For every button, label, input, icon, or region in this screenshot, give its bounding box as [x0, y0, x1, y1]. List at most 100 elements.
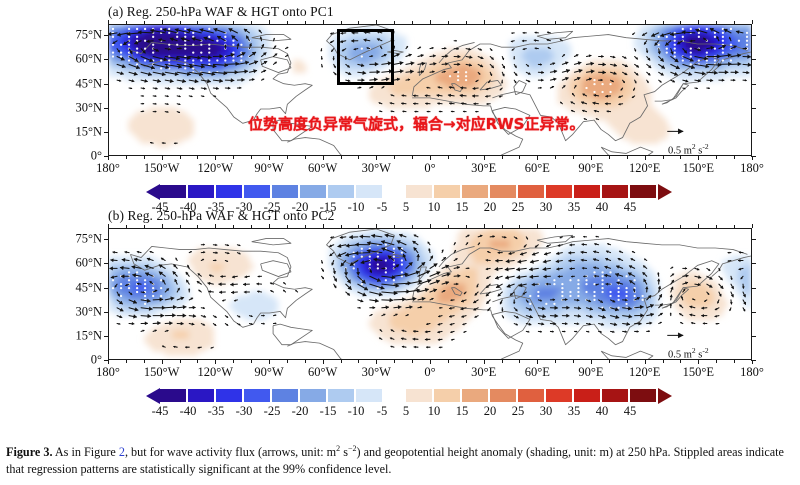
colorbar-a-cell-11 — [490, 185, 516, 198]
panel-a-xtick-top-8 — [537, 20, 539, 24]
panel-b-xtick-minor — [233, 225, 235, 228]
colorbar-b-cell-12 — [518, 389, 544, 402]
panel-a-xtick-minor — [662, 156, 664, 159]
panel-b-xtick-12 — [752, 360, 753, 364]
panel-b-xtick-minor — [555, 360, 557, 363]
panel-b-xtick-7 — [483, 360, 485, 364]
colorbar-b-cell-16 — [630, 389, 656, 402]
colorbar-a-tick-12: 20 — [483, 200, 497, 214]
panel-b-xtick-8 — [537, 360, 539, 364]
colorbar-a-tick-5: -20 — [291, 200, 309, 214]
panel-b-xtick-minor — [465, 360, 467, 363]
panel-a-xlabel-7: 30°E — [471, 161, 497, 175]
panel-b-xlabel-6: 0° — [424, 365, 436, 379]
panel-b-xtick-minor — [608, 360, 610, 363]
panel-a-xtick-12 — [752, 156, 753, 160]
caption-figure-2-link[interactable]: 2 — [118, 445, 125, 460]
panel-b-xtick-minor — [125, 360, 127, 363]
panel-b-xtick-top-6 — [430, 224, 431, 228]
panel-a-xtick-top-1 — [161, 20, 163, 24]
panel-b-xlabel-10: 120°E — [628, 365, 661, 379]
panel-b-ytick-right — [751, 335, 756, 337]
panel-a-xtick-10 — [644, 156, 646, 160]
caption-text-1: As in Figure — [52, 445, 119, 460]
colorbar-b-cell-8 — [406, 389, 432, 402]
panel-b-xtick-minor — [143, 360, 145, 363]
panel-a-xtick-minor — [358, 156, 360, 159]
panel-a-xtick-top-10 — [644, 20, 646, 24]
colorbar-a-cell-8 — [406, 185, 432, 198]
panel-a-xlabel-3: 90°W — [254, 161, 284, 175]
colorbar-b-cell-7 — [356, 389, 382, 402]
panel-b-xtick-top-0 — [108, 224, 109, 228]
panel-b-xtick-minor — [233, 360, 235, 363]
colorbar-b-tick-7: -10 — [347, 404, 365, 418]
panel-a-xtick-minor — [304, 21, 306, 24]
colorbar-a-cell-2 — [216, 185, 242, 198]
colorbar-b-gap — [384, 389, 406, 402]
panel-a-ytick-4 — [104, 59, 109, 61]
panel-a-xtick-top-4 — [322, 20, 324, 24]
panel-a-xtick-top-3 — [269, 20, 270, 24]
panel-b-xtick-minor — [573, 225, 575, 228]
colorbar-a-cell-5 — [300, 185, 326, 198]
colorbar-a-cell-9 — [434, 185, 460, 198]
panel-b-ytick-right — [751, 239, 756, 241]
panel-a-xtick-minor — [716, 156, 718, 159]
panel-a-xtick-minor — [519, 156, 521, 159]
panel-a-xtick-minor — [251, 156, 253, 159]
colorbar-a-cell-13 — [546, 185, 572, 198]
panel-a-xlabel-8: 60°E — [524, 161, 550, 175]
colorbar-b-tick-2: -35 — [207, 404, 225, 418]
panel-b-xtick-minor — [501, 360, 503, 363]
colorbar-b-cell-11 — [490, 389, 516, 402]
panel-b-ytick-4 — [104, 263, 109, 265]
colorbar-b-cell-15 — [602, 389, 628, 402]
panel-a-xtick-minor — [680, 21, 682, 24]
panel-a-xtick-minor — [662, 21, 664, 24]
panel-b-xtick-minor — [197, 225, 199, 228]
caption-sup-1: 2 — [336, 444, 341, 453]
colorbar-a-tick-0: -45 — [151, 200, 169, 214]
panel-a-xlabel-0: 180° — [96, 161, 120, 175]
panel-a-ytick-right — [751, 35, 756, 37]
panel-a-xlabel-10: 120°E — [628, 161, 661, 175]
colorbar-b-cell-2 — [216, 389, 242, 402]
panel-b-xlabel-9: 90°E — [578, 365, 604, 379]
panel-b-xtick-minor — [304, 225, 306, 228]
panel-a-xtick-minor — [394, 21, 396, 24]
panel-a-xlabel-9: 90°E — [578, 161, 604, 175]
panel-a-xtick-minor — [519, 21, 521, 24]
panel-b-xtick-minor — [251, 360, 253, 363]
panel-b-xtick-4 — [322, 360, 324, 364]
panel-b-xtick-top-4 — [322, 224, 324, 228]
panel-a-xtick-7 — [483, 156, 485, 160]
colorbar-a-tick-4: -25 — [263, 200, 281, 214]
colorbar-a-cell-6 — [328, 185, 354, 198]
colorbar-a-tick-9: 5 — [402, 200, 410, 214]
panel-b-xtick-minor — [179, 360, 181, 363]
panel-a-map-canvas — [109, 25, 751, 155]
panel-a-xtick-top-0 — [108, 20, 109, 24]
colorbar-a-tick-7: -10 — [347, 200, 365, 214]
panel-b-xlabel-4: 60°W — [308, 365, 338, 379]
colorbar-b-tick-13: 25 — [511, 404, 525, 418]
colorbar-a-tick-14: 30 — [539, 200, 553, 214]
colorbar-b-tick-16: 40 — [595, 404, 609, 418]
panel-a-ylabel-2: 30°N — [75, 100, 102, 115]
panel-a-xtick-minor — [179, 156, 181, 159]
colorbar-b-tick-12: 20 — [483, 404, 497, 418]
panel-a-xlabel-6: 0° — [424, 161, 436, 175]
panel-a-xtick-minor — [626, 21, 628, 24]
caption-text-4: ) and geopotential height anomaly (shadi… — [356, 445, 614, 460]
panel-b-xtick-minor — [680, 360, 682, 363]
shading-layer — [109, 25, 751, 148]
panel-a-xtick-minor — [608, 21, 610, 24]
panel-b-ylabel-1: 15°N — [75, 328, 102, 343]
colorbar-b-cell-1 — [188, 389, 214, 402]
panel-a-ytick-right — [751, 59, 756, 61]
panel-b-xlabel-8: 60°E — [524, 365, 550, 379]
colorbar-a-gap — [384, 185, 406, 198]
panel-b-xtick-1 — [161, 360, 163, 364]
panel-a-xtick-minor — [447, 156, 449, 159]
